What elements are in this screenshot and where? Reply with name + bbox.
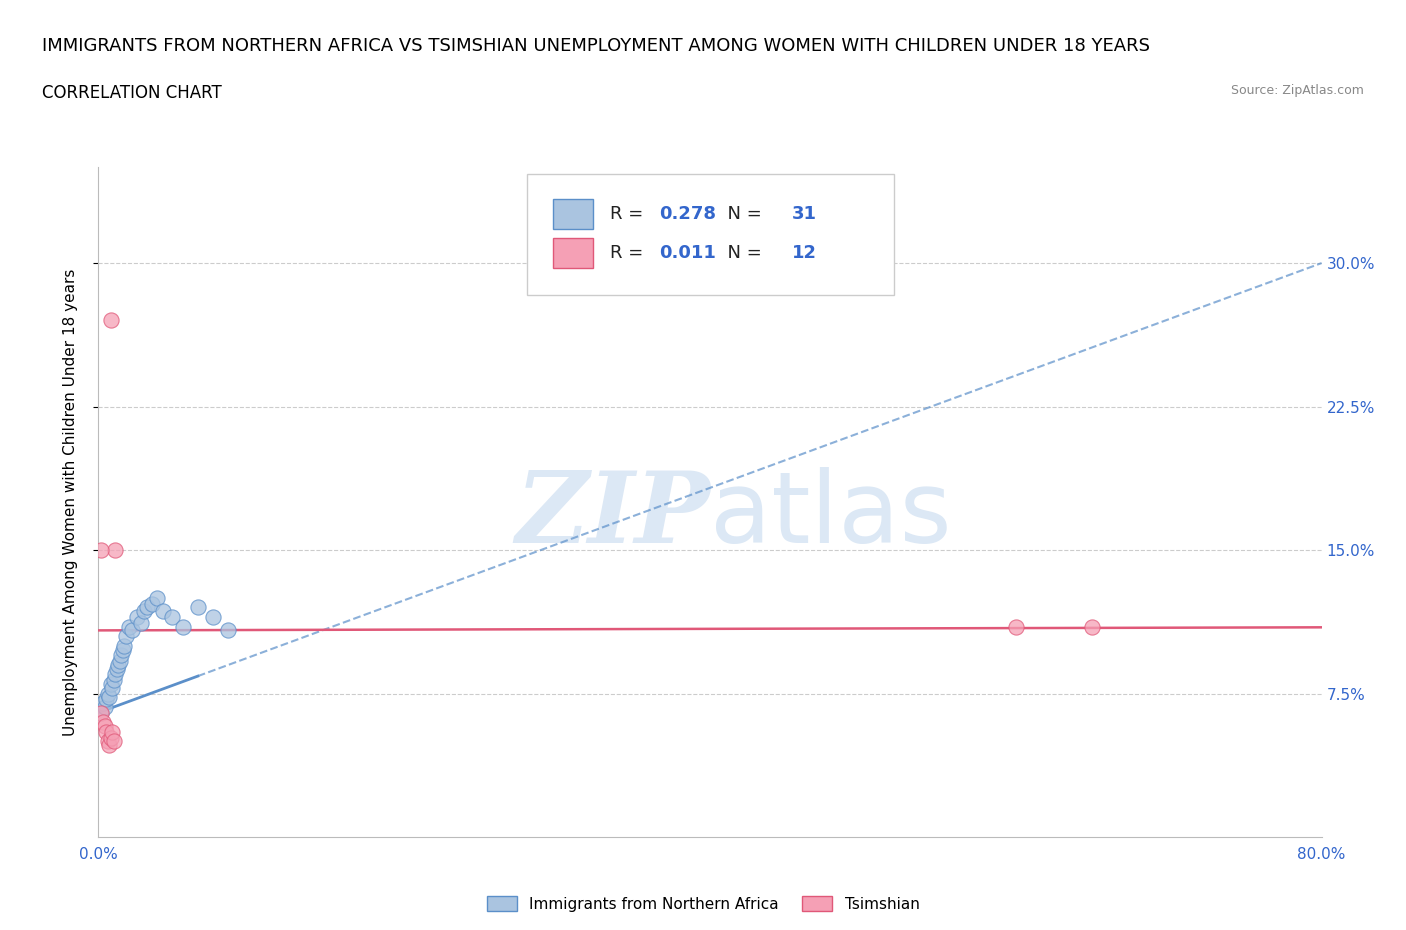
Point — [90, 542, 112, 557]
Point — [101, 681, 124, 696]
Point — [134, 604, 156, 618]
Text: Source: ZipAtlas.com: Source: ZipAtlas.com — [1230, 84, 1364, 97]
Text: 12: 12 — [792, 244, 817, 262]
Bar — [554, 199, 592, 229]
Point — [91, 696, 114, 711]
Legend: Immigrants from Northern Africa, Tsimshian: Immigrants from Northern Africa, Tsimshi… — [481, 889, 925, 918]
Point — [111, 642, 134, 657]
Text: 0.278: 0.278 — [658, 206, 716, 223]
Point — [145, 591, 167, 605]
Bar — [554, 238, 592, 268]
Point — [160, 609, 183, 624]
Text: R =: R = — [610, 206, 648, 223]
Point — [100, 730, 122, 745]
Point — [93, 719, 115, 734]
Point — [187, 600, 209, 615]
Point — [141, 596, 163, 611]
Text: IMMIGRANTS FROM NORTHERN AFRICA VS TSIMSHIAN UNEMPLOYMENT AMONG WOMEN WITH CHILD: IMMIGRANTS FROM NORTHERN AFRICA VS TSIMS… — [42, 37, 1150, 55]
Point — [90, 705, 112, 720]
Point — [98, 737, 121, 752]
Point — [1004, 619, 1026, 634]
Point — [103, 672, 125, 687]
Text: ZIP: ZIP — [515, 468, 710, 564]
Text: atlas: atlas — [710, 467, 952, 565]
Point — [100, 313, 122, 328]
Point — [110, 648, 132, 663]
Point — [121, 623, 143, 638]
Point — [202, 609, 225, 624]
Point — [104, 542, 127, 557]
Point — [118, 619, 141, 634]
Point — [129, 616, 152, 631]
Point — [172, 619, 194, 634]
Point — [107, 658, 129, 672]
Point — [101, 724, 124, 739]
Point — [103, 734, 125, 749]
Text: 31: 31 — [792, 206, 817, 223]
Point — [100, 676, 122, 691]
Point — [94, 692, 117, 707]
Y-axis label: Unemployment Among Women with Children Under 18 years: Unemployment Among Women with Children U… — [63, 269, 77, 736]
Point — [1081, 619, 1104, 634]
Point — [93, 699, 115, 714]
Point — [217, 623, 239, 638]
Point — [152, 604, 174, 618]
Point — [115, 629, 138, 644]
Point — [98, 690, 121, 705]
Point — [104, 667, 127, 682]
Point — [94, 724, 117, 739]
Point — [105, 661, 128, 676]
FancyBboxPatch shape — [526, 174, 894, 295]
Point — [90, 705, 112, 720]
Point — [97, 734, 120, 749]
Point — [112, 638, 135, 653]
Text: R =: R = — [610, 244, 648, 262]
Text: 0.011: 0.011 — [658, 244, 716, 262]
Point — [97, 686, 120, 701]
Text: N =: N = — [716, 206, 768, 223]
Point — [136, 600, 159, 615]
Point — [108, 654, 131, 669]
Point — [125, 609, 148, 624]
Text: CORRELATION CHART: CORRELATION CHART — [42, 84, 222, 101]
Point — [91, 715, 114, 730]
Text: N =: N = — [716, 244, 768, 262]
